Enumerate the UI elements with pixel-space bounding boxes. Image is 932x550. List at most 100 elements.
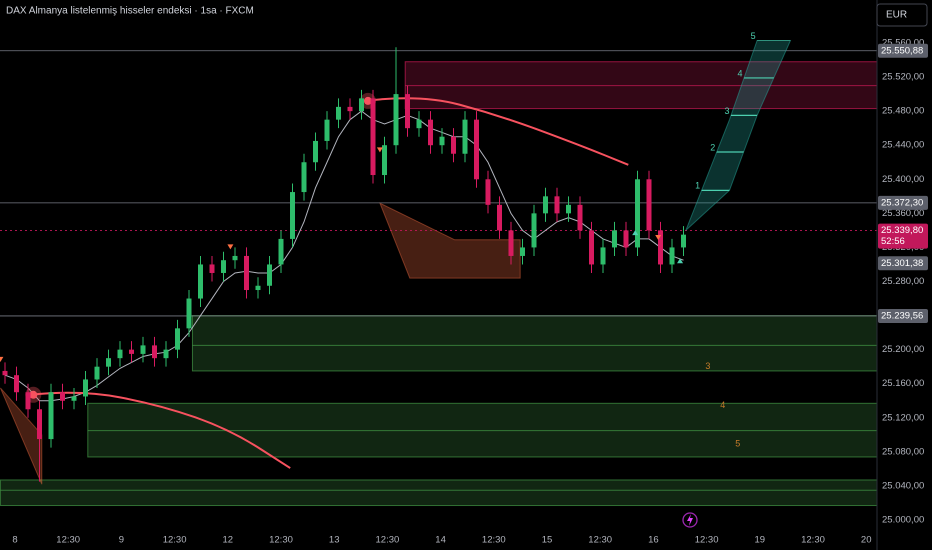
candle-body: [60, 392, 65, 401]
x-tick-label: 14: [435, 535, 446, 546]
y-tick-label: 25.080,00: [882, 446, 924, 457]
candle-body: [669, 247, 675, 265]
signal: [0, 356, 4, 362]
candle-body: [554, 196, 560, 214]
currency-button[interactable]: [876, 3, 928, 27]
x-tick-label: 9: [119, 535, 124, 546]
y-tick-label: 25.040,00: [882, 480, 924, 491]
zone-label: 3: [705, 361, 710, 371]
price-label: 25.550,88: [881, 45, 923, 56]
candle-body: [474, 119, 479, 180]
moving-average: [4, 110, 684, 402]
zone: [0, 479, 877, 507]
candle-body: [2, 370, 8, 376]
y-tick-label: 25.520,00: [882, 72, 924, 83]
candle-body: [209, 264, 215, 273]
forecast-level-label: 2: [710, 142, 715, 152]
candle-body: [681, 234, 686, 248]
signal: [655, 235, 662, 241]
candle-body: [83, 379, 88, 397]
y-tick-label: 25.480,00: [882, 106, 924, 117]
currency: EUR: [886, 10, 907, 21]
area: [378, 202, 521, 279]
arc-dot: [29, 390, 38, 399]
candle-body: [612, 230, 617, 248]
candle-body: [508, 230, 514, 256]
candle-body: [393, 94, 399, 146]
candle-body: [313, 140, 318, 163]
candle-body: [255, 285, 261, 291]
y-tick-label: 25.280,00: [882, 276, 924, 287]
icon-bolt[interactable]: [687, 514, 693, 526]
candle-body: [186, 298, 192, 329]
candle-body: [267, 264, 272, 286]
candle-body: [25, 392, 31, 410]
candle-body: [336, 106, 341, 120]
replay-icon[interactable]: [682, 512, 698, 528]
price-label-box: [878, 43, 928, 58]
candle-body: [129, 349, 134, 354]
candle-body: [428, 119, 433, 146]
candle-body: [106, 358, 111, 367]
candle-body: [405, 94, 410, 129]
candle-body: [359, 98, 364, 112]
candle-body: [347, 106, 353, 112]
candle-body: [324, 119, 330, 141]
y-tick-label: 25.360,00: [882, 208, 924, 219]
signal: [677, 258, 684, 264]
forecast-level-label: 4: [738, 68, 743, 78]
candle-body: [278, 238, 284, 265]
candle-body: [623, 230, 629, 248]
candle-body: [577, 204, 583, 231]
candle-body: [520, 247, 525, 256]
candle-body: [290, 192, 295, 239]
arc: [30, 391, 291, 469]
candle-body: [48, 392, 54, 440]
y-tick-label: 25.120,00: [882, 412, 924, 423]
candle-body: [37, 409, 42, 440]
x-tick-label: 8: [12, 535, 17, 546]
x-tick-label: 12:30: [695, 535, 719, 546]
y-tick-label: 25.400,00: [882, 174, 924, 185]
candle-body: [232, 255, 238, 261]
countdown: 52:56: [881, 236, 905, 247]
forecast-level-label: 1: [695, 181, 700, 191]
plot-area: 3 4 5 1 2 3 4 5: [0, 31, 877, 507]
candle-body: [451, 136, 456, 154]
candle-body: [416, 119, 422, 129]
candle-body: [198, 264, 203, 299]
candle-body: [543, 196, 548, 214]
price-label-box: [878, 308, 928, 323]
x-tick-label: 15: [542, 535, 553, 546]
candle-body: [439, 136, 445, 146]
arc: [364, 97, 629, 166]
x-tick-label: 12:30: [376, 535, 400, 546]
candle-body: [140, 345, 146, 354]
y-tick-label: 25.160,00: [882, 378, 924, 389]
candle-body: [646, 179, 652, 231]
x-tick-label: 12:30: [801, 535, 825, 546]
chart-title: DAX Almanya listelenmiş hisseler endeksi…: [6, 6, 254, 17]
candle-body: [175, 328, 180, 350]
x-tick-label: 12: [223, 535, 234, 546]
y-tick-label: 25.000,00: [882, 515, 924, 526]
candle-body: [531, 213, 537, 248]
candle-body: [497, 204, 502, 231]
candle-body: [600, 247, 606, 265]
x-tick-label: 16: [648, 535, 659, 546]
arc-dot: [363, 96, 372, 105]
price-label: 25.339,80: [881, 225, 923, 236]
x-tick-label: 12:30: [163, 535, 187, 546]
icon-ring[interactable]: [682, 512, 698, 528]
zone: [191, 315, 877, 372]
price-label-box: [878, 223, 928, 249]
price-label: 25.372,30: [881, 197, 923, 208]
candle-body: [566, 204, 571, 214]
x-tick-label: 12:30: [269, 535, 293, 546]
x-tick-label: 20: [861, 535, 872, 546]
x-tick-label: 12:30: [56, 535, 80, 546]
signal: [376, 147, 383, 153]
candle-body: [658, 230, 663, 265]
